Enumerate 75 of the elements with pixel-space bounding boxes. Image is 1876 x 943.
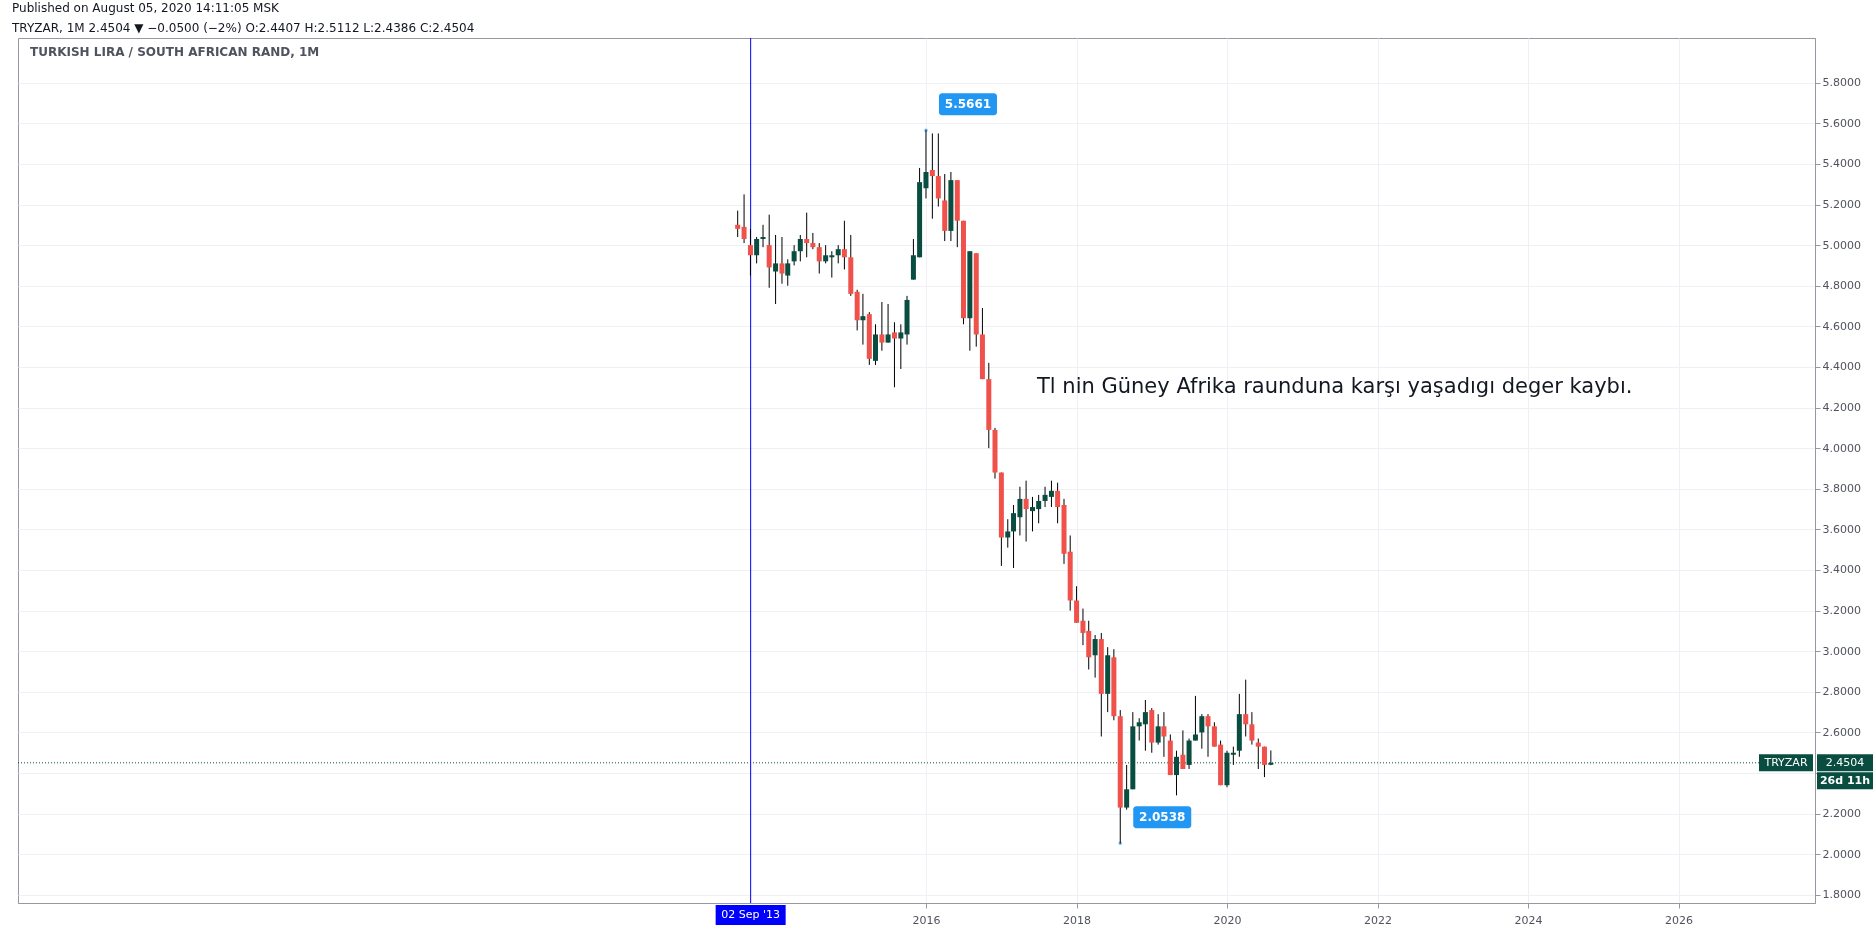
candlestick (1124, 764, 1130, 811)
candlestick (1261, 746, 1267, 778)
text: 26d 11h (1819, 773, 1871, 787)
annotation: 2.0538 (1139, 810, 1186, 825)
text: 2.4504 (1825, 755, 1865, 769)
y-tick-label: 5.4000 (1822, 157, 1861, 171)
candlestick (835, 244, 841, 264)
candlestick (879, 301, 885, 352)
candlestick (741, 193, 747, 244)
y-tick-label: 4.8000 (1822, 279, 1861, 293)
candlestick (779, 236, 785, 285)
candlestick (766, 214, 772, 289)
y-tick-label: 5.6000 (1822, 116, 1861, 130)
y-tick-label: 2.2000 (1822, 807, 1861, 821)
y-tick-label: 5.8000 (1822, 76, 1861, 90)
y-tick-label: 5.0000 (1822, 238, 1861, 252)
candlestick (816, 242, 822, 275)
candlestick (1255, 738, 1261, 770)
y-tick-label: 2.8000 (1822, 685, 1861, 699)
x-tick-label: 2016 (912, 913, 941, 927)
candlestick (885, 303, 891, 344)
x-tick-label: 2018 (1063, 913, 1092, 927)
candlestick (1205, 713, 1211, 758)
ref-line-label: 02 Sep '13 (721, 908, 781, 921)
y-tick-label: 4.0000 (1822, 441, 1861, 455)
candlestick (1192, 695, 1198, 742)
candlestick (1230, 746, 1236, 766)
candlestick (1243, 679, 1249, 737)
y-tick-label: 3.8000 (1822, 482, 1861, 496)
y-tick-label: 3.4000 (1822, 563, 1861, 577)
candlestick (1055, 482, 1061, 524)
candlestick (929, 132, 935, 220)
candlestick (797, 234, 803, 262)
candlestick (935, 132, 941, 208)
x-tick-label: 2026 (1665, 913, 1694, 927)
candlestick (1155, 713, 1161, 746)
candlestick (773, 234, 779, 305)
y-tick-label: 3.6000 (1822, 522, 1861, 536)
candlestick (747, 228, 753, 277)
y-tick-label: 5.2000 (1822, 198, 1861, 211)
candlestick (1199, 713, 1205, 750)
text: Published on August 05, 2020 14:11:05 MSK (12, 1, 281, 15)
ref-line-label: TRYZAR (1763, 755, 1808, 769)
y-tick-label: 1.8000 (1822, 888, 1861, 902)
x-tick-label: 2024 (1514, 913, 1543, 927)
candlestick (760, 224, 766, 248)
candlestick (1005, 518, 1011, 549)
chart-subtitle: TRYZAR, 1M 2.4504 ▼ −0.0500 (−2%) O:2.4407 H:2.5112 L:2.4386 C:2.4504 (11, 21, 475, 35)
candlestick (1249, 711, 1255, 746)
candlestick (891, 321, 897, 388)
y-tick-label: 2.0000 (1822, 847, 1861, 861)
annotation: Tl nin Güney Afrika raunduna karşı yaşadıgı deger kaybı. (1036, 374, 1633, 398)
candlestick (1180, 729, 1186, 770)
candlestick (754, 236, 760, 264)
y-tick-label: 2.6000 (1822, 725, 1861, 739)
x-tick-label: 2020 (1213, 913, 1242, 927)
candlestick (1023, 480, 1029, 543)
candlestick (1161, 711, 1167, 758)
candlestick (810, 232, 816, 250)
candlestick (785, 258, 791, 287)
candlestick (841, 220, 847, 270)
annotation: 5.5661 (944, 97, 992, 112)
candlestick (735, 210, 741, 238)
candlestick (898, 323, 904, 370)
candlestick (804, 212, 810, 258)
text: TURKISH LIRA / SOUTH AFRICAN RAND, 1M (30, 45, 320, 59)
candlestick (1092, 634, 1098, 679)
y-tick-label: 4.2000 (1822, 401, 1861, 415)
y-tick-label: 3.2000 (1822, 604, 1861, 618)
y-tick-label: 4.6000 (1822, 319, 1861, 333)
y-tick-label: 4.4000 (1822, 360, 1861, 374)
candlestick (791, 244, 797, 266)
y-tick-label: 3.0000 (1822, 644, 1861, 658)
x-tick-label: 2022 (1364, 913, 1393, 927)
candlestick (860, 293, 866, 346)
